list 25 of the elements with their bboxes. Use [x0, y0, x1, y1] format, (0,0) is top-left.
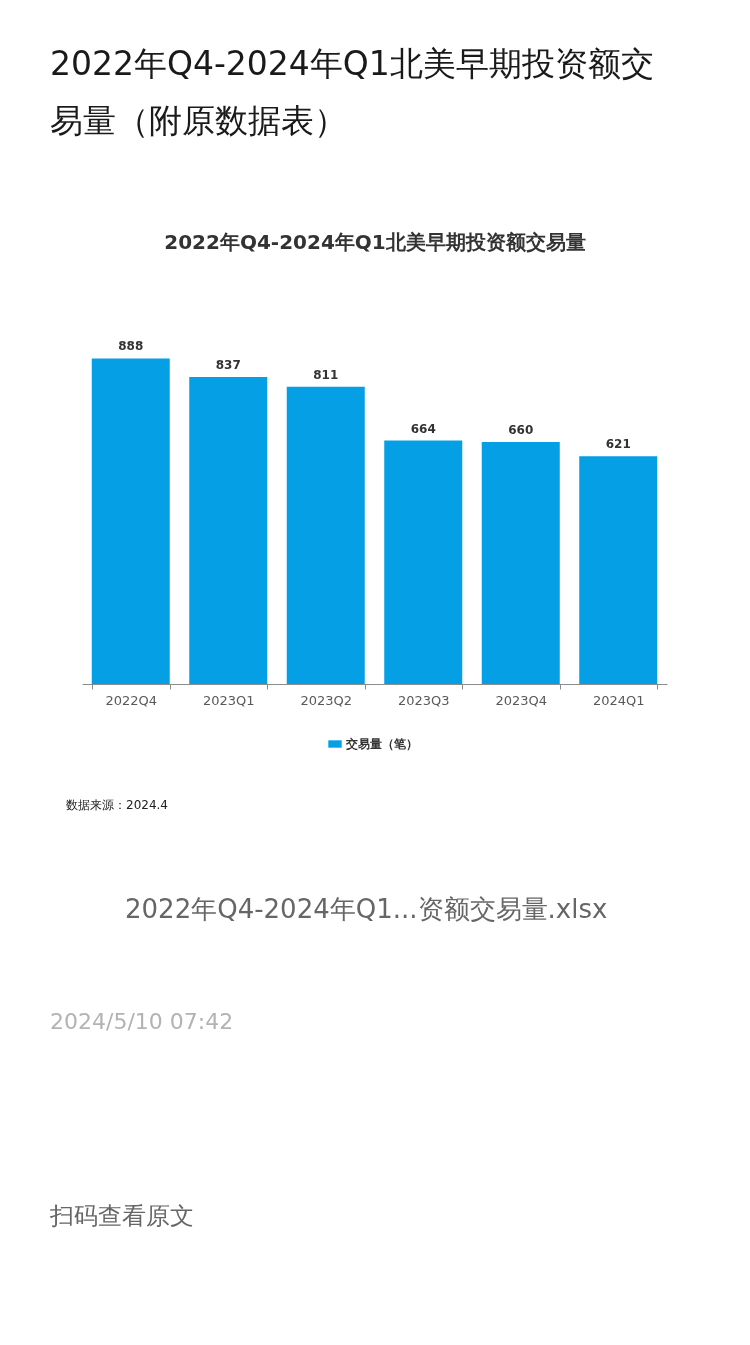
bar	[579, 456, 658, 684]
data-label: 837	[215, 358, 241, 373]
bar	[91, 358, 170, 684]
x-tick-label: 2022Q4	[105, 692, 158, 708]
data-label: 621	[605, 437, 631, 452]
source-note: 数据来源：2024.4	[66, 798, 168, 812]
data-label: 660	[508, 423, 534, 437]
x-tick-label: 2023Q3	[397, 692, 450, 708]
x-tick-label: 2024Q1	[592, 692, 645, 708]
data-label: 811	[313, 367, 339, 382]
text: 扫码查看原文	[49, 1202, 194, 1230]
legend-label: 交易量（笔）	[345, 737, 418, 751]
chart-subtitle: 2022年Q4-2024年Q1北美早期投资额交易量	[164, 230, 586, 254]
data-label: 888	[118, 339, 144, 354]
x-tick-label: 2023Q4	[495, 692, 548, 708]
bar	[189, 377, 268, 684]
x-tick-label: 2023Q1	[202, 692, 255, 708]
bar	[481, 442, 560, 684]
bar	[286, 386, 365, 684]
text: 2022年Q4-2024年Q1...资额交易量.xlsx	[125, 894, 608, 924]
chart-title: 2022年Q4-2024年Q1北美早期投资额交易量（附原数据表）	[50, 44, 654, 140]
text: 2024/5/10 07:42	[50, 1009, 234, 1034]
x-tick-label: 2023Q2	[300, 692, 353, 708]
bar	[384, 440, 463, 684]
data-label: 664	[410, 421, 436, 436]
